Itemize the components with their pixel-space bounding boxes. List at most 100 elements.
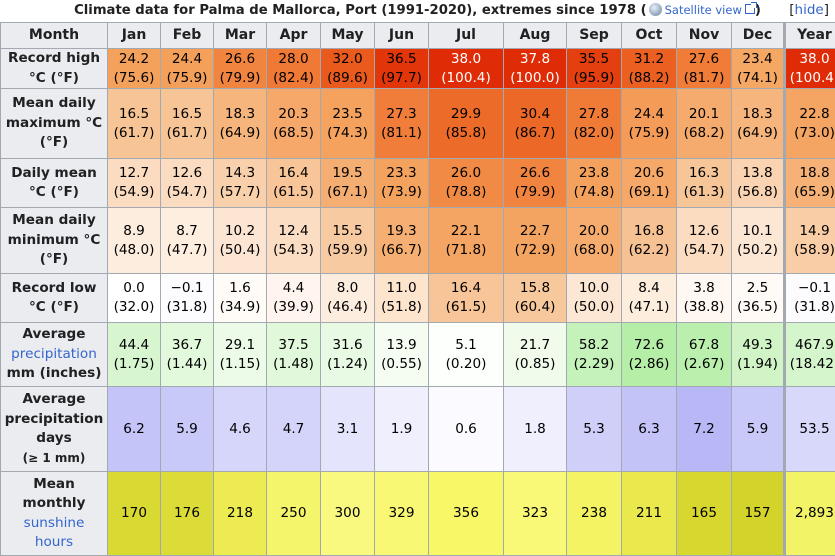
cell-value-converted: (73.0) xyxy=(786,124,835,143)
cell-value: 37.5 xyxy=(267,336,320,355)
cell-value: 10.1 xyxy=(732,222,783,241)
cell-value-converted: (79.9) xyxy=(214,69,266,88)
hide-link[interactable]: hide xyxy=(795,2,824,18)
cell-value: 23.5 xyxy=(321,105,374,124)
data-cell: 27.6(81.7) xyxy=(677,49,732,89)
data-cell: 8.9(48.0) xyxy=(108,208,161,274)
header-jan: Jan xyxy=(108,23,161,49)
cell-value-converted: (34.9) xyxy=(214,298,266,317)
header-sep: Sep xyxy=(567,23,622,49)
cell-value: 27.3 xyxy=(375,105,428,124)
data-cell: 24.2(75.6) xyxy=(108,49,161,89)
data-cell: 250 xyxy=(267,472,321,556)
cell-value: 49.3 xyxy=(732,336,783,355)
cell-value-converted: (2.86) xyxy=(622,355,676,374)
data-cell: 8.0(46.4) xyxy=(321,274,375,323)
cell-value: 20.6 xyxy=(622,164,676,183)
year-cell: 467.9(18.42) xyxy=(785,323,835,387)
cell-value: 27.8 xyxy=(567,105,621,124)
data-cell: 170 xyxy=(108,472,161,556)
cell-value: 8.7 xyxy=(161,222,213,241)
data-cell: 58.2(2.29) xyxy=(567,323,622,387)
cell-value-converted: (47.1) xyxy=(622,298,676,317)
cell-value: 1.8 xyxy=(504,420,566,439)
cell-value: 21.7 xyxy=(504,336,566,355)
data-cell: 30.4(86.7) xyxy=(504,89,567,159)
satellite-view-link[interactable]: Satellite view xyxy=(665,3,742,17)
caption-title: Climate data for Palma de Mallorca, Port… xyxy=(74,3,636,18)
cell-value-converted: (38.8) xyxy=(677,298,731,317)
data-cell: 165 xyxy=(677,472,732,556)
cell-value: 20.3 xyxy=(267,105,320,124)
data-cell: 32.0(89.6) xyxy=(321,49,375,89)
cell-value-converted: (82.0) xyxy=(567,124,621,143)
cell-value: 157 xyxy=(732,504,783,523)
cell-value-converted: (57.7) xyxy=(214,183,266,202)
cell-value-converted: (60.4) xyxy=(504,298,566,317)
row-header-link[interactable]: sunshine xyxy=(1,514,107,534)
row-header-line: Mean xyxy=(1,475,107,495)
cell-value: 10.0 xyxy=(567,279,621,298)
cell-value-converted: (62.2) xyxy=(622,241,676,260)
cell-value-converted: (58.9) xyxy=(786,241,835,260)
header-may: May xyxy=(321,23,375,49)
year-cell: 2,893 xyxy=(785,472,835,556)
cell-value-converted: (74.3) xyxy=(321,124,374,143)
data-cell: 16.5(61.7) xyxy=(108,89,161,159)
cell-value: 16.5 xyxy=(108,105,160,124)
cell-value: 22.1 xyxy=(429,222,503,241)
row-header-line: maximum °C xyxy=(1,114,107,134)
cell-value-converted: (89.6) xyxy=(321,69,374,88)
cell-value-converted: (81.7) xyxy=(677,69,731,88)
row-header-link[interactable]: precipitation xyxy=(1,345,107,365)
header-nov: Nov xyxy=(677,23,732,49)
cell-value: 2,893 xyxy=(786,504,835,523)
cell-value-converted: (61.5) xyxy=(267,183,320,202)
cell-value-converted: (75.9) xyxy=(622,124,676,143)
cell-value-converted: (0.20) xyxy=(429,355,503,374)
row-header: Record low°C (°F) xyxy=(1,274,108,323)
cell-value: 26.6 xyxy=(504,164,566,183)
cell-value: 3.1 xyxy=(321,420,374,439)
cell-value-converted: (54.3) xyxy=(267,241,320,260)
external-link-icon xyxy=(745,4,755,14)
data-cell: 36.5(97.7) xyxy=(375,49,429,89)
cell-value: 165 xyxy=(677,504,731,523)
header-apr: Apr xyxy=(267,23,321,49)
cell-value-converted: (56.8) xyxy=(732,183,783,202)
data-cell: 238 xyxy=(567,472,622,556)
data-cell: 0.0(32.0) xyxy=(108,274,161,323)
data-cell: 176 xyxy=(161,472,214,556)
header-month: Month xyxy=(1,23,108,49)
data-cell: 5.1(0.20) xyxy=(429,323,504,387)
data-cell: 16.4(61.5) xyxy=(429,274,504,323)
row-header: Daily mean°C (°F) xyxy=(1,159,108,208)
cell-value: 5.9 xyxy=(732,420,783,439)
cell-value-converted: (78.8) xyxy=(429,183,503,202)
cell-value: 24.4 xyxy=(622,105,676,124)
cell-value-converted: (61.7) xyxy=(161,124,213,143)
cell-value-converted: (0.85) xyxy=(504,355,566,374)
cell-value-converted: (100.4) xyxy=(786,69,835,88)
data-cell: 218 xyxy=(214,472,267,556)
cell-value: 4.7 xyxy=(267,420,320,439)
row-header-line: °C (°F) xyxy=(1,298,107,318)
cell-value-converted: (36.5) xyxy=(732,298,783,317)
cell-value-converted: (73.9) xyxy=(375,183,428,202)
cell-value-converted: (1.94) xyxy=(732,355,783,374)
cell-value-converted: (1.75) xyxy=(108,355,160,374)
data-cell: 4.6 xyxy=(214,387,267,472)
cell-value: 1.6 xyxy=(214,279,266,298)
data-cell: 3.1 xyxy=(321,387,375,472)
cell-value: 16.8 xyxy=(622,222,676,241)
hide-toggle[interactable]: [hide] xyxy=(789,0,829,20)
cell-value: 35.5 xyxy=(567,50,621,69)
cell-value-converted: (48.0) xyxy=(108,241,160,260)
year-cell: 22.8(73.0) xyxy=(785,89,835,159)
row-header-line: Average xyxy=(1,325,107,345)
row-header-line: (°F) xyxy=(1,133,107,153)
year-cell: 18.8(65.9) xyxy=(785,159,835,208)
